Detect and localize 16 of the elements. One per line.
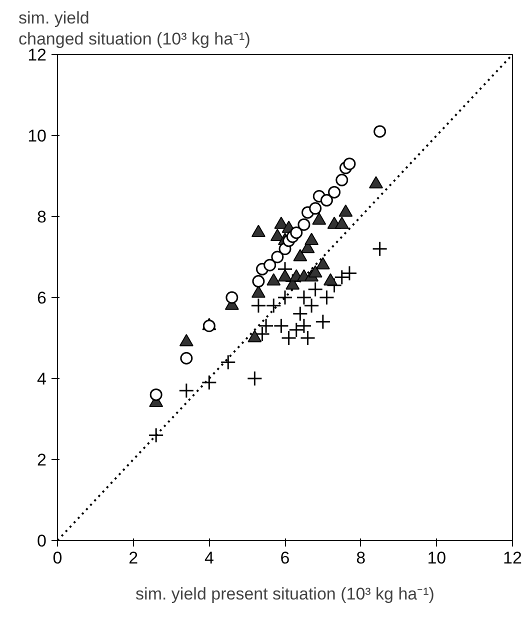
y-tick-label: 12 <box>28 46 47 64</box>
y-tick-label: 4 <box>37 370 47 388</box>
y-tick-label: 2 <box>37 450 47 470</box>
x-tick-label: 4 <box>204 548 214 568</box>
y-axis-title: sim. yield changed situation (10³ kg ha⁻¹) <box>18 8 250 48</box>
y-tick-label: 8 <box>37 208 47 226</box>
x-tick-label: 6 <box>280 548 290 568</box>
x-axis-title: sim. yield present situation (10³ kg ha⁻¹) <box>136 584 434 604</box>
y-tick-label: 0 <box>37 532 47 550</box>
y-tick-label: 10 <box>28 126 47 146</box>
x-tick-label: 10 <box>427 548 446 568</box>
x-tick-label: 0 <box>52 548 62 568</box>
x-tick-label: 2 <box>128 548 138 568</box>
y-tick-label: 6 <box>37 288 47 308</box>
x-tick-label: 12 <box>503 548 522 568</box>
x-tick-label: 8 <box>356 548 366 568</box>
